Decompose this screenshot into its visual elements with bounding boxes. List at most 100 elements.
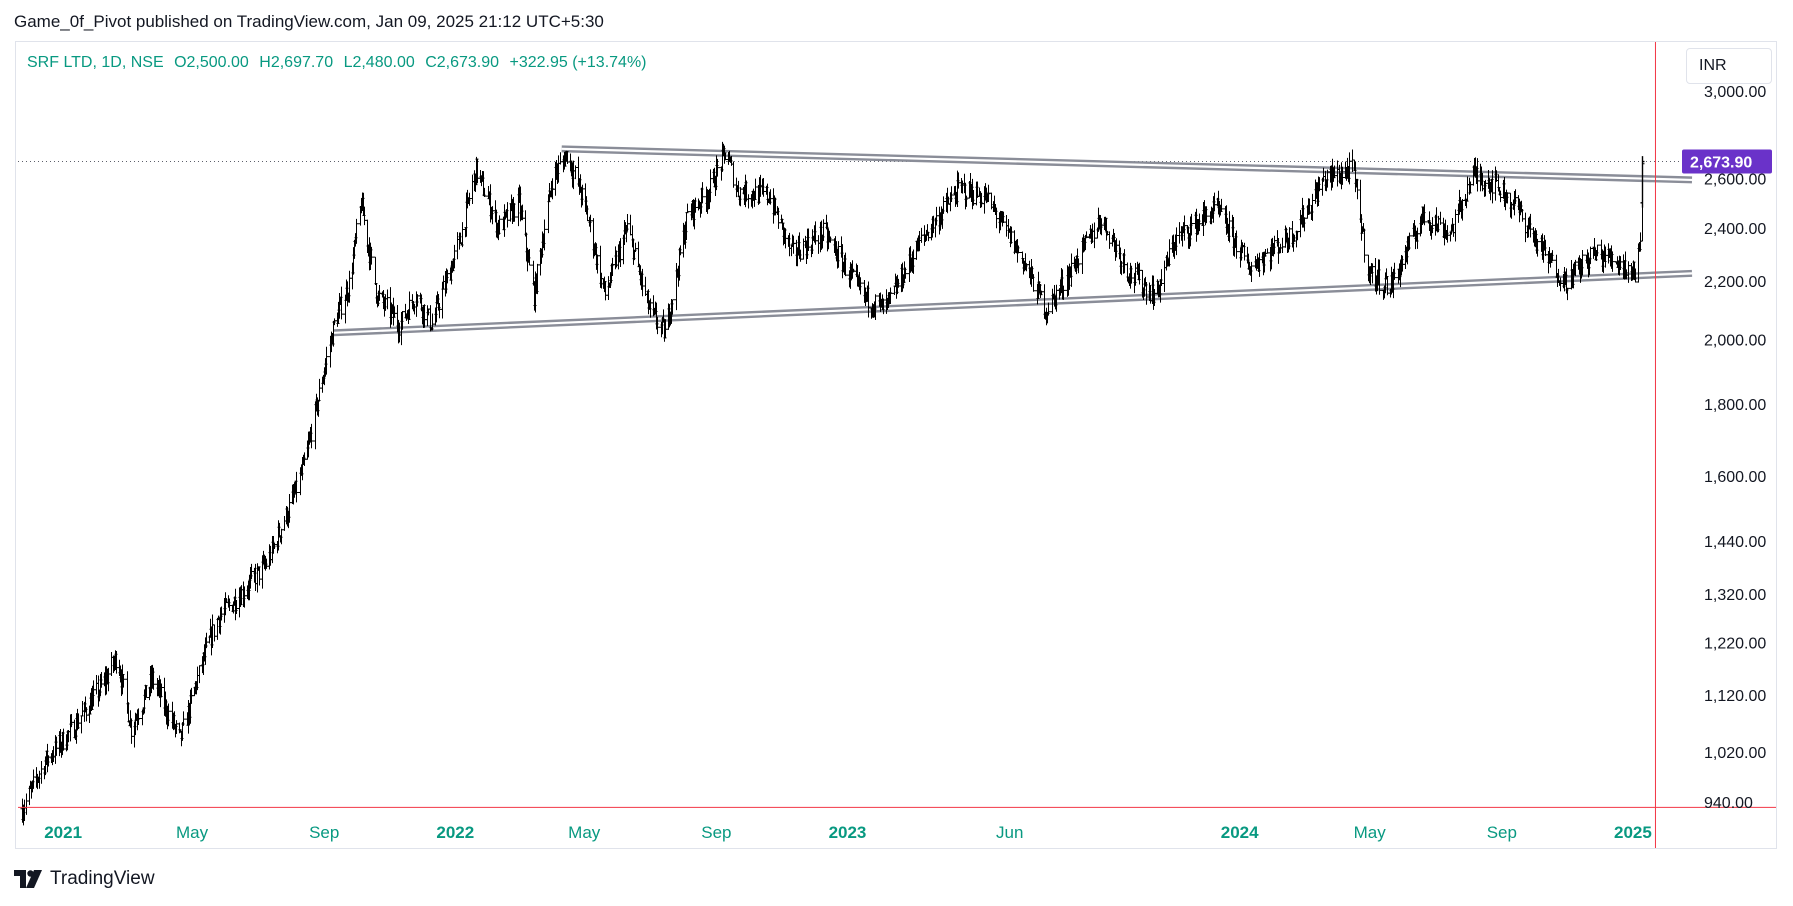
ohlc-bar	[810, 229, 815, 255]
ohlc-bar	[1219, 198, 1224, 212]
ohlc-bar	[542, 219, 547, 251]
ohlc-bar	[151, 667, 156, 690]
ohlc-bar	[1362, 228, 1367, 263]
ohlc-bar	[512, 203, 517, 222]
last-price-label: 2,673.90	[1690, 155, 1752, 172]
ohlc-bar	[858, 277, 863, 295]
ohlc-bar	[385, 289, 390, 310]
y-tick-label: 2,000.00	[1704, 332, 1766, 349]
ohlc-bar	[670, 299, 675, 315]
ohlc-bar	[309, 423, 314, 449]
ohlc-bar	[1031, 274, 1036, 292]
y-tick-label: 1,800.00	[1704, 397, 1766, 414]
y-tick-label: 1,320.00	[1704, 587, 1766, 604]
ohlc-bar	[1465, 176, 1470, 202]
ohlc-bar	[497, 215, 502, 235]
ohlc-bar	[746, 194, 751, 209]
ohlc-bar	[1565, 287, 1570, 301]
x-tick-label: May	[1354, 823, 1387, 842]
x-tick-label: Sep	[701, 823, 731, 842]
ohlc-bar	[903, 267, 908, 279]
ohlc-bar	[1204, 206, 1209, 224]
y-tick-label: 1,120.00	[1704, 688, 1766, 705]
ohlc-bar	[39, 761, 44, 784]
legend-open: O2,500.00	[174, 54, 249, 71]
currency-button[interactable]: INR	[1686, 48, 1772, 84]
ohlc-bar	[294, 471, 299, 503]
y-tick-label: 940.00	[1704, 795, 1753, 812]
ohlc-bar	[1550, 250, 1555, 262]
y-tick-label: 2,200.00	[1704, 274, 1766, 291]
last-price-badge	[1682, 149, 1772, 174]
ohlc-bar	[1234, 230, 1239, 259]
legend-change: +322.95 (+13.74%)	[509, 54, 647, 71]
ohlc-bar	[1189, 213, 1194, 236]
published-header: Game_0f_Pivot published on TradingView.c…	[14, 12, 604, 31]
y-tick-label: 3,000.00	[1704, 84, 1766, 101]
legend-high: H2,697.70	[259, 54, 334, 71]
ohlc-bar	[80, 701, 85, 717]
ohlc-bar	[527, 249, 532, 266]
ohlc-bar	[425, 305, 430, 327]
legend-close: C2,673.90	[425, 54, 500, 71]
ohlc-bar	[1523, 212, 1528, 243]
ohlc-bar	[633, 242, 638, 253]
ohlc-bar	[1280, 237, 1285, 254]
ohlc-bar	[655, 316, 660, 335]
y-tick-label: 1,440.00	[1704, 534, 1766, 551]
tradingview-logo-icon	[14, 870, 42, 888]
x-tick-label: 2021	[44, 823, 82, 842]
y-tick-label: 2,400.00	[1704, 221, 1766, 238]
ohlc-bar-last	[1640, 156, 1645, 208]
ohlc-bar	[339, 286, 344, 320]
ohlc-bar	[558, 152, 563, 165]
brand-name: TradingView	[50, 868, 155, 889]
trendline-lower-inner	[333, 272, 1693, 334]
x-tick-label: 2025	[1614, 823, 1652, 842]
y-tick-label: 2,600.00	[1704, 172, 1766, 189]
ohlc-bar	[941, 196, 946, 214]
ohlc-bar	[94, 675, 99, 695]
x-tick-label: May	[568, 823, 601, 842]
ohlc-bar	[215, 617, 220, 640]
ohlc-bar	[1610, 251, 1615, 272]
ohlc-bar	[1392, 262, 1397, 280]
y-tick-label: 1,020.00	[1704, 745, 1766, 762]
ohlc-bar	[816, 235, 821, 254]
ohlc-bar	[455, 232, 460, 260]
ohlc-bar	[1595, 244, 1600, 257]
ohlc-bar	[1407, 232, 1412, 250]
ohlc-bar	[628, 214, 633, 236]
chart-frame[interactable]	[15, 41, 1777, 849]
tradingview-brand[interactable]: TradingView	[14, 868, 155, 890]
ohlc-bar	[843, 252, 848, 277]
ohlc-bar	[121, 673, 126, 688]
ohlc-bar	[79, 715, 84, 734]
ohlc-bar	[636, 241, 641, 268]
ohlc-bar	[715, 158, 720, 177]
ohlc-bar	[1046, 302, 1051, 316]
ohlc-bar	[643, 276, 648, 296]
ohlc-bar	[136, 708, 141, 725]
ohlc-bar	[1061, 285, 1066, 300]
ohlc-bar	[873, 294, 878, 321]
ohlc-bar	[282, 515, 287, 531]
x-tick-label: 2023	[829, 823, 867, 842]
ohlc-bar	[828, 236, 833, 243]
ohlc-bar	[212, 624, 217, 642]
legend-symbol: SRF LTD, 1D, NSE	[27, 54, 164, 71]
chart-legend: SRF LTD, 1D, NSE O2,500.00 H2,697.70 L2,…	[27, 54, 653, 72]
ohlc-bar	[1076, 258, 1081, 274]
ohlc-bar	[354, 218, 359, 244]
ohlc-bar	[606, 276, 611, 301]
ohlc-bar	[1162, 260, 1167, 293]
ohlc-bar	[1580, 250, 1585, 276]
ohlc-bar	[1177, 222, 1182, 244]
ohlc-bar	[197, 665, 202, 684]
y-tick-label: 1,220.00	[1704, 635, 1766, 652]
ohlc-bar	[1377, 259, 1382, 295]
legend-low: L2,480.00	[343, 54, 415, 71]
ohlc-bar	[369, 246, 374, 265]
x-tick-label: 2024	[1221, 823, 1259, 842]
